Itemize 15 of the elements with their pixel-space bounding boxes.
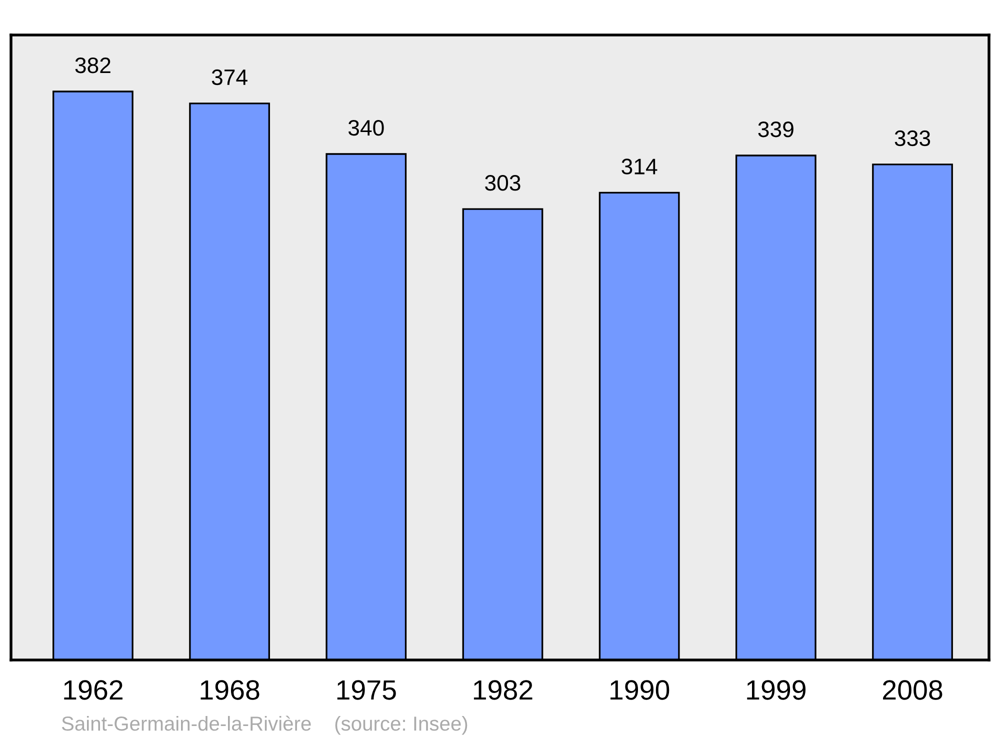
x-tick-label: 2008 xyxy=(883,680,942,700)
data-label: 303 xyxy=(485,175,520,191)
data-label: 333 xyxy=(894,130,930,146)
x-tick-label: 1962 xyxy=(64,680,122,700)
text: Saint-Germain-de-la-Rivière (source: Insee) xyxy=(62,716,468,735)
data-label: 340 xyxy=(348,120,384,136)
x-tick-label: 1982 xyxy=(474,680,532,700)
x-tick-label: 1999 xyxy=(747,680,806,700)
data-label: 382 xyxy=(75,57,110,74)
data-label: 374 xyxy=(212,69,248,86)
data-label: 339 xyxy=(758,121,794,138)
x-tick-label: 1990 xyxy=(610,680,670,700)
x-tick-label: 1975 xyxy=(337,680,396,700)
data-label: 314 xyxy=(622,158,658,174)
x-tick-label: 1968 xyxy=(200,680,260,700)
